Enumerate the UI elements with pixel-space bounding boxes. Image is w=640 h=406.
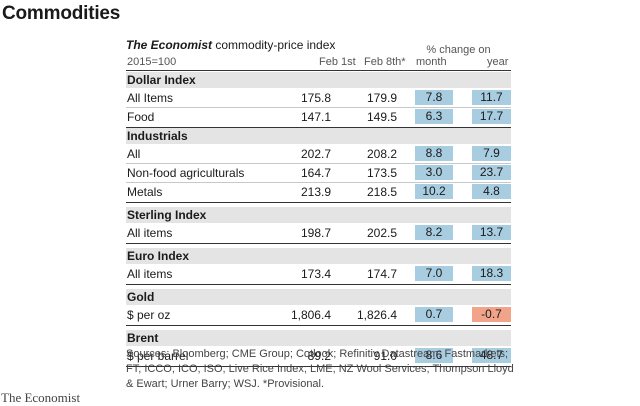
- row-separator: [126, 107, 511, 108]
- value-feb1: 173.4: [300, 267, 331, 281]
- table-row: Non-food agriculturals 164.7 173.5 3.0 23.7: [126, 164, 511, 181]
- header-rule: [126, 70, 511, 71]
- value-feb8: 173.5: [366, 166, 397, 180]
- section-rule: [126, 243, 511, 244]
- table-row: All items 198.7 202.5 8.2 13.7: [126, 224, 511, 241]
- change-year-cell: 18.3: [472, 266, 511, 281]
- value-feb1: 147.1: [300, 110, 331, 124]
- value-feb1: 164.7: [300, 166, 331, 180]
- value-feb8: 218.5: [366, 185, 397, 199]
- table-row: $ per barrel 89.2 91.0 8.6 48.7: [126, 347, 511, 364]
- column-header-year: year: [487, 56, 509, 68]
- section-label: Industrials: [127, 129, 188, 143]
- row-label: All: [127, 147, 141, 161]
- column-header-base: 2015=100: [127, 56, 177, 68]
- section-label: Gold: [127, 290, 155, 304]
- value-feb8: 179.9: [366, 91, 397, 105]
- section-band: [126, 72, 511, 88]
- section-band: [126, 128, 511, 144]
- value-feb8: 202.5: [366, 226, 397, 240]
- value-feb8: 91.0: [373, 349, 397, 363]
- change-month-cell: 8.8: [415, 146, 453, 161]
- table-row: All Items 175.8 179.9 7.8 11.7: [126, 89, 511, 106]
- row-label: $ per oz: [127, 308, 171, 322]
- page-title: Commodities: [2, 3, 121, 24]
- table-row: All 202.7 208.2 8.8 7.9: [126, 145, 511, 162]
- row-separator: [126, 182, 511, 183]
- section-rule: [126, 284, 511, 285]
- section-rule: [126, 325, 511, 326]
- change-year-cell: 48.7: [472, 348, 511, 363]
- change-month-cell: 6.3: [415, 109, 453, 124]
- change-year-cell: 11.7: [472, 90, 511, 105]
- section-band: [126, 330, 511, 346]
- sources-note: Sources: Bloomberg; CME Group; Cotlook; …: [126, 348, 514, 390]
- row-label: All Items: [127, 91, 174, 105]
- row-label: $ per barrel: [127, 349, 189, 363]
- change-year-cell: 13.7: [472, 225, 511, 240]
- change-year-cell: -0.7: [472, 307, 511, 322]
- section-label: Euro Index: [127, 249, 190, 263]
- value-feb1: 202.7: [300, 147, 331, 161]
- table-title-text: commodity-price index: [212, 38, 336, 52]
- row-label: All items: [127, 226, 173, 240]
- section-rule: [126, 202, 511, 203]
- section-band: [126, 248, 511, 264]
- section-rule: [126, 366, 511, 367]
- section-label: Brent: [127, 331, 159, 345]
- value-feb1: 1,806.4: [290, 308, 331, 322]
- column-header-row: 2015=100 Feb 1st Feb 8th* month year: [126, 56, 511, 70]
- value-feb1: 175.8: [300, 91, 331, 105]
- change-month-cell: 3.0: [415, 165, 453, 180]
- section-rule: [126, 127, 511, 128]
- section-label: Sterling Index: [127, 208, 207, 222]
- percent-change-caption: % change on: [426, 44, 491, 56]
- table-row: $ per oz 1,806.4 1,826.4 0.7 -0.7: [126, 306, 511, 323]
- row-label: Food: [127, 110, 155, 124]
- table-row: All items 173.4 174.7 7.0 18.3: [126, 265, 511, 282]
- value-feb1: 89.2: [307, 349, 331, 363]
- section-band: [126, 207, 511, 223]
- row-label: Non-food agriculturals: [127, 166, 245, 180]
- row-separator: [126, 163, 511, 164]
- change-month-cell: 7.8: [415, 90, 453, 105]
- table-row: Food 147.1 149.5 6.3 17.7: [126, 108, 511, 125]
- row-label: All items: [127, 267, 173, 281]
- change-month-cell: 7.0: [415, 266, 453, 281]
- value-feb8: 208.2: [366, 147, 397, 161]
- column-header-month: month: [416, 56, 447, 68]
- value-feb1: 213.9: [300, 185, 331, 199]
- column-header-feb8: Feb 8th*: [364, 56, 406, 68]
- change-month-cell: 8.2: [415, 225, 453, 240]
- value-feb8: 174.7: [366, 267, 397, 281]
- change-year-cell: 17.7: [472, 109, 511, 124]
- change-year-cell: 23.7: [472, 165, 511, 180]
- change-year-cell: 7.9: [472, 146, 511, 161]
- change-month-cell: 8.6: [415, 348, 453, 363]
- change-month-cell: 10.2: [415, 184, 453, 199]
- table-title: The Economist commodity-price index: [126, 38, 335, 52]
- value-feb8: 1,826.4: [356, 308, 397, 322]
- economist-logo-text: The Economist: [1, 390, 81, 405]
- change-year-cell: 4.8: [472, 184, 511, 199]
- section-band: [126, 289, 511, 305]
- column-header-feb1: Feb 1st: [319, 56, 356, 68]
- row-label: Metals: [127, 185, 163, 199]
- value-feb1: 198.7: [300, 226, 331, 240]
- table-row: Metals 213.9 218.5 10.2 4.8: [126, 183, 511, 200]
- value-feb8: 149.5: [366, 110, 397, 124]
- change-month-cell: 0.7: [415, 307, 453, 322]
- table-title-publication: The Economist: [126, 38, 213, 52]
- section-label: Dollar Index: [127, 73, 196, 87]
